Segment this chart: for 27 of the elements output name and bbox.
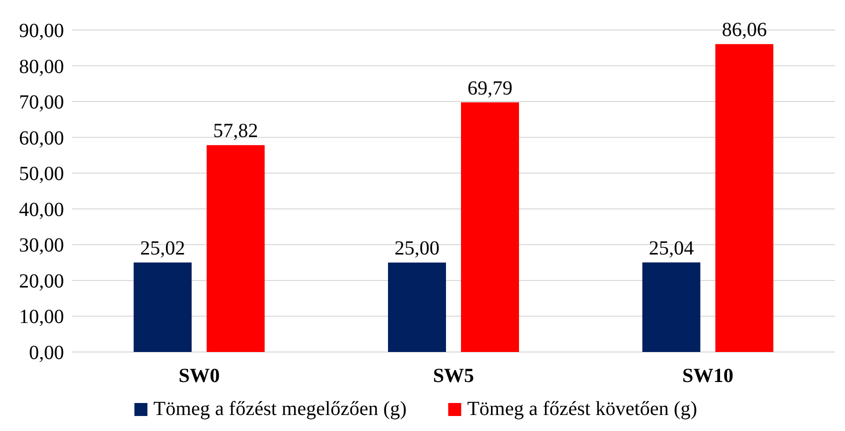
data-label: 86,06	[722, 19, 767, 42]
x-tick-label: SW0	[178, 365, 220, 387]
data-label: 57,82	[213, 120, 258, 142]
y-tick-label: 0,00	[29, 342, 64, 364]
x-tick-label: SW10	[682, 365, 734, 387]
y-tick-label: 10,00	[19, 306, 64, 328]
data-label: 25,04	[648, 237, 694, 260]
legend-label: Tömeg a főzést megelőzően (g)	[153, 398, 407, 420]
bar	[715, 44, 774, 352]
y-tick-label: 30,00	[19, 234, 64, 257]
data-label: 69,79	[468, 77, 512, 100]
data-label: 25,02	[140, 237, 186, 260]
y-tick-label: 80,00	[19, 56, 64, 78]
legend-label: Tömeg a főzést követően (g)	[467, 398, 698, 420]
bar	[388, 262, 446, 352]
bar	[642, 262, 700, 352]
y-tick-label: 50,00	[19, 163, 64, 186]
bar	[206, 145, 265, 352]
bar	[134, 262, 192, 352]
y-tick-label: 70,00	[19, 92, 64, 114]
x-tick-label: SW5	[432, 365, 474, 387]
bar	[461, 102, 519, 352]
y-tick-label: 60,00	[19, 127, 64, 150]
y-tick-label: 40,00	[19, 198, 64, 221]
y-tick-label: 20,00	[19, 270, 64, 292]
data-label: 25,00	[394, 238, 440, 260]
y-tick-label: 90,00	[19, 20, 64, 42]
